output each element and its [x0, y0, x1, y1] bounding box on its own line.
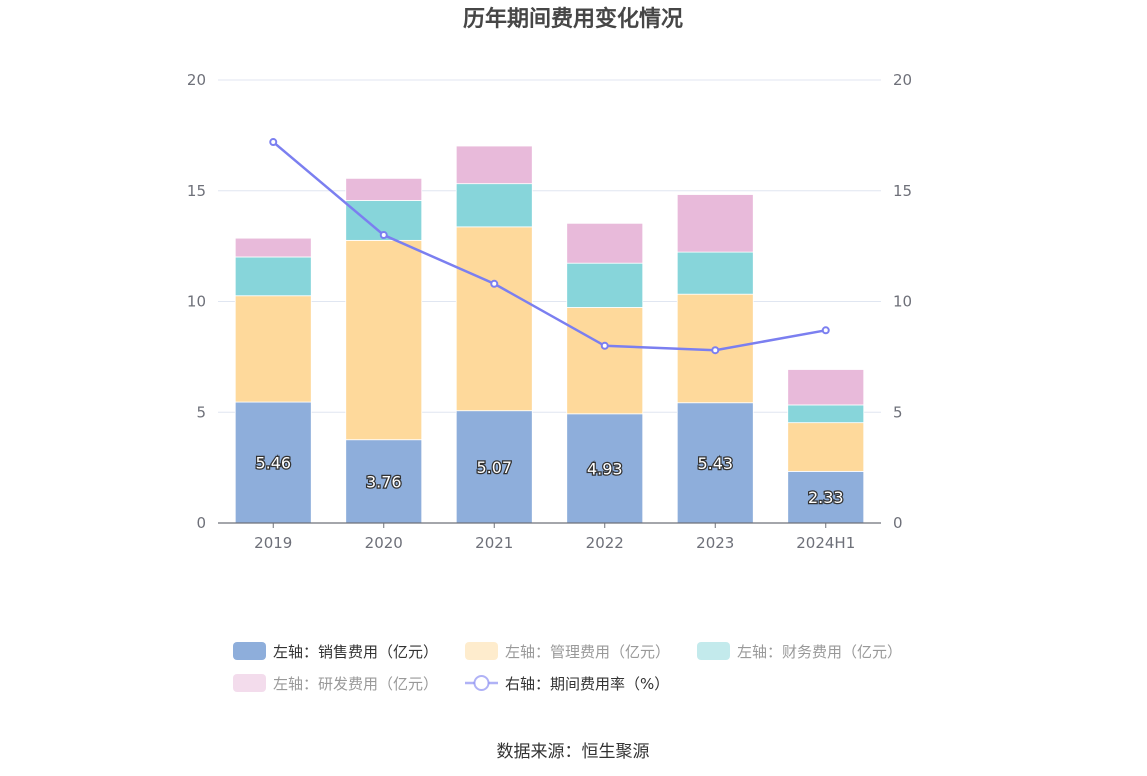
- bar-segment: [566, 222, 644, 264]
- legend-marker: [473, 675, 490, 691]
- left-tick-label: 0: [196, 514, 206, 532]
- legend-swatch: [233, 642, 266, 660]
- data-label: 4.93: [587, 459, 623, 478]
- bar-series: [234, 145, 865, 524]
- rate-point: [490, 279, 499, 288]
- legend-swatch: [465, 642, 498, 660]
- legend-swatch: [697, 642, 730, 660]
- data-label: 2.33: [808, 488, 844, 507]
- legend-label: 左轴：销售费用（亿元）: [273, 643, 438, 661]
- x-tick-label: 2020: [365, 534, 403, 552]
- data-label: 3.76: [366, 472, 402, 491]
- chart-title: 历年期间费用变化情况: [463, 6, 683, 32]
- right-tick-label: 15: [893, 182, 912, 200]
- left-tick-label: 15: [187, 182, 206, 200]
- data-label: 5.43: [697, 454, 733, 473]
- legend-label: 左轴：财务费用（亿元）: [737, 643, 902, 661]
- bar-segment: [234, 237, 312, 258]
- x-tick-label: 2019: [254, 534, 292, 552]
- bar-segment: [345, 177, 423, 201]
- bar-segment: [345, 239, 423, 441]
- data-label: 5.46: [255, 454, 291, 473]
- left-tick-label: 20: [187, 71, 206, 89]
- right-tick-label: 0: [893, 514, 903, 532]
- legend-item: 左轴：管理费用（亿元）: [465, 642, 670, 661]
- data-label: 5.07: [476, 458, 512, 477]
- bar-segment: [676, 194, 754, 253]
- legend-label: 左轴：管理费用（亿元）: [505, 643, 670, 661]
- legend-item: 右轴：期间费用率（%）: [465, 675, 669, 693]
- gridlines: [218, 79, 881, 413]
- bar-segment: [566, 307, 644, 415]
- rate-point: [821, 326, 830, 335]
- bar-segment: [234, 401, 312, 524]
- x-tick-label: 2023: [696, 534, 734, 552]
- data-source: 数据来源：恒生聚源: [497, 742, 650, 762]
- right-axis-ticks: 0 5 10 15 20: [893, 71, 912, 532]
- legend-label: 右轴：期间费用率（%）: [505, 675, 669, 693]
- bar-segment: [455, 145, 533, 185]
- left-tick-label: 10: [187, 293, 206, 311]
- x-tick-label: 2024H1: [796, 534, 855, 552]
- x-tick-label: 2021: [475, 534, 513, 552]
- bar-segment: [787, 470, 865, 524]
- bar-segment: [455, 410, 533, 524]
- rate-line: [272, 141, 826, 352]
- rate-point: [379, 231, 388, 240]
- right-tick-label: 5: [893, 403, 903, 421]
- left-axis-ticks: 0 5 10 15 20: [187, 71, 206, 532]
- legend: 左轴：销售费用（亿元） 左轴：管理费用（亿元） 左轴：财务费用（亿元） 左轴：研发费用…: [233, 642, 902, 693]
- legend-item: 左轴：销售费用（亿元）: [233, 642, 438, 661]
- bar-segment: [676, 251, 754, 295]
- bar-segment: [566, 413, 644, 524]
- bar-segment: [787, 404, 865, 424]
- right-tick-label: 10: [893, 293, 912, 311]
- x-tick-label: 2022: [586, 534, 624, 552]
- rate-point: [711, 346, 720, 355]
- rate-point: [600, 341, 609, 350]
- bar-segment: [787, 369, 865, 406]
- bar-segment: [455, 183, 533, 228]
- bar-segment: [676, 402, 754, 524]
- bar-segment: [234, 256, 312, 297]
- x-axis: 2019 2020 2021 2022 2023 2024H1: [218, 522, 881, 552]
- bar-segment: [455, 226, 533, 412]
- legend-swatch: [233, 674, 266, 692]
- rate-point: [269, 138, 278, 147]
- left-tick-label: 5: [196, 403, 206, 421]
- bar-segment: [234, 295, 312, 403]
- data-labels: 5.46 3.76 5.07 4.93 5.43 2.33: [254, 452, 845, 508]
- rate-line-series: [269, 138, 830, 355]
- legend-item: 左轴：研发费用（亿元）: [233, 674, 438, 693]
- bar-segment: [566, 262, 644, 308]
- legend-label: 左轴：研发费用（亿元）: [273, 675, 438, 693]
- right-tick-label: 20: [893, 71, 912, 89]
- legend-item: 左轴：财务费用（亿元）: [697, 642, 902, 661]
- bar-segment: [787, 422, 865, 472]
